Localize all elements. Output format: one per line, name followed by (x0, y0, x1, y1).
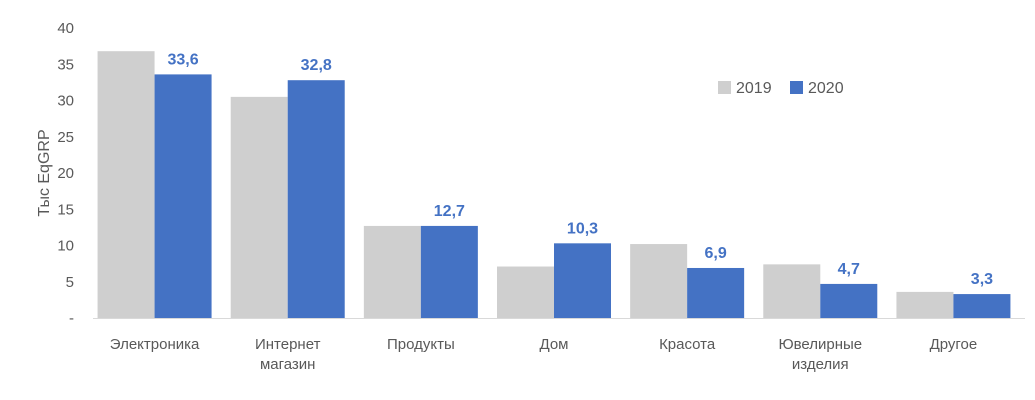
x-category-label: Красота (659, 336, 716, 353)
y-tick-label: 40 (57, 20, 74, 37)
y-tick-label: 20 (57, 165, 74, 182)
bar-2019 (363, 225, 421, 318)
bar-2020 (687, 267, 745, 318)
y-tick-label: 15 (57, 201, 74, 218)
bar-2019 (97, 51, 155, 318)
y-tick-label: - (69, 310, 74, 327)
legend-label-2020: 2020 (808, 80, 844, 97)
bars (97, 51, 1011, 319)
y-axis-title: Тыс EqGRP (36, 129, 53, 216)
legend: 2019 2020 (718, 80, 844, 97)
data-label-2020: 3,3 (971, 271, 993, 288)
data-label-2020: 32,8 (301, 57, 332, 74)
bar-2019 (230, 96, 288, 318)
bar-2020 (287, 80, 345, 318)
y-tick-label: 10 (57, 238, 74, 255)
bar-2019 (896, 291, 954, 318)
y-axis-title-group: Тыс EqGRP (36, 129, 53, 216)
bar-2020 (953, 294, 1011, 318)
x-category-label: Другое (930, 336, 978, 353)
x-category-label: Интернет (255, 336, 321, 353)
y-tick-label: 5 (66, 274, 74, 291)
x-category-label: Продукты (387, 336, 455, 353)
x-category-label: магазин (260, 356, 316, 373)
x-category-label: Электроника (110, 336, 200, 353)
y-tick-label: 35 (57, 56, 74, 73)
data-label-2020: 33,6 (168, 51, 199, 68)
x-category-label: Дом (540, 336, 569, 353)
bar-2020 (420, 225, 478, 318)
data-labels: 33,6 32,8 12,7 10,3 6,9 4,7 3,3 (168, 51, 994, 288)
data-label-2020: 10,3 (567, 220, 598, 237)
bar-2019 (497, 266, 554, 318)
bar-2019 (763, 264, 821, 318)
data-label-2020: 6,9 (705, 245, 727, 262)
y-tick-label: 25 (57, 129, 74, 146)
legend-label-2019: 2019 (736, 80, 772, 97)
bar-2020 (154, 74, 212, 319)
x-axis: Электроника Интернет магазин Продукты Дом Кра… (93, 318, 1025, 373)
bar-2019 (630, 244, 688, 318)
y-tick-label: 30 (57, 93, 74, 110)
data-label-2020: 4,7 (838, 261, 860, 278)
legend-swatch-2020 (790, 81, 803, 94)
x-category-label: изделия (792, 356, 849, 373)
data-label-2020: 12,7 (434, 203, 465, 220)
y-axis-ticks: - 5 10 15 20 25 30 35 40 (57, 20, 74, 327)
x-category-label: Ювелирные (778, 336, 862, 353)
bar-2020 (554, 243, 611, 318)
legend-swatch-2019 (718, 81, 731, 94)
bar-2020 (820, 283, 878, 318)
